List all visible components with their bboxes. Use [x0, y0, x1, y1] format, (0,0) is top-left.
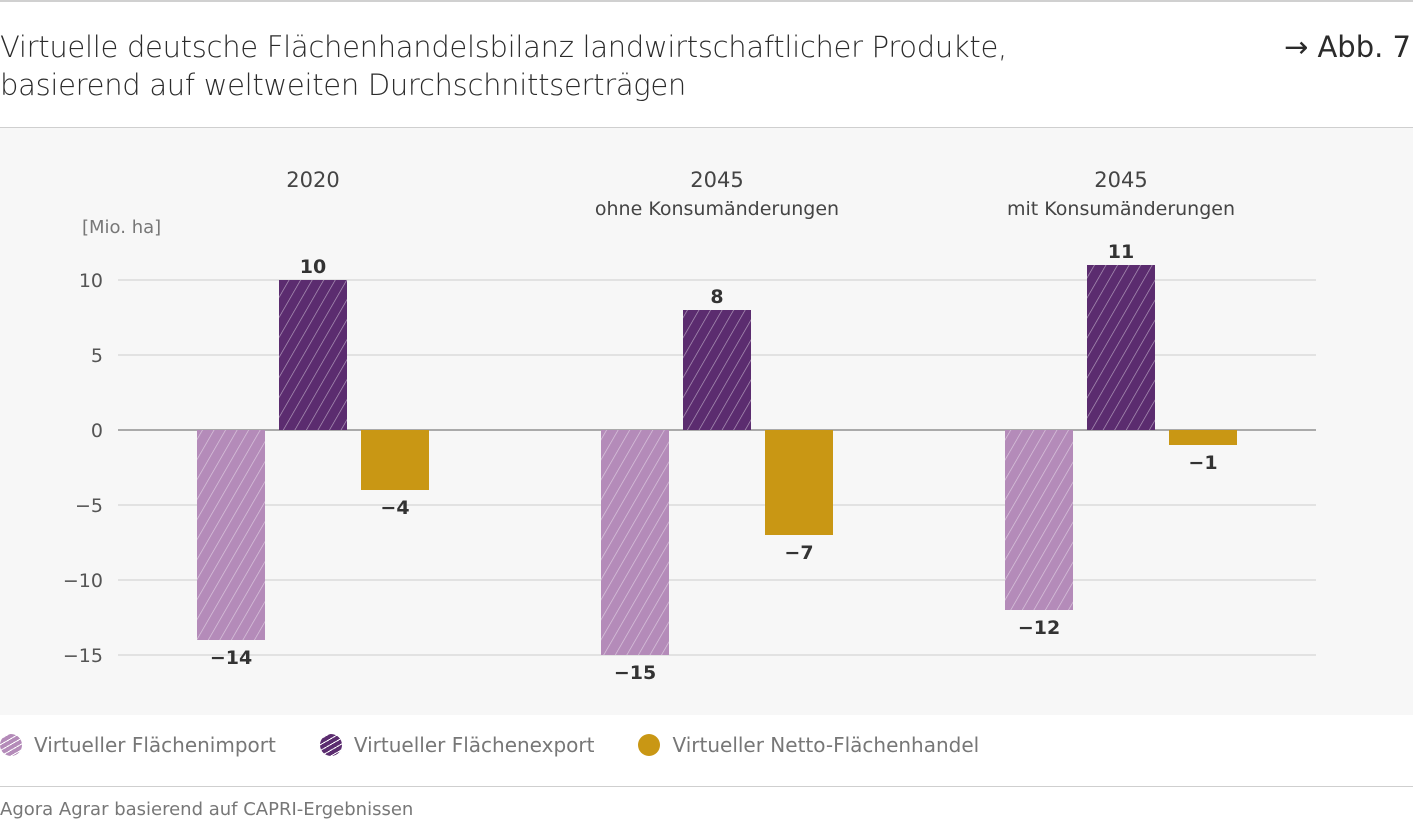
bar [601, 430, 669, 655]
bar [361, 430, 429, 490]
bar [279, 280, 347, 430]
footer-divider [0, 786, 1413, 787]
category-label: 2045 [1094, 168, 1147, 192]
legend-item-import: Virtueller Flächenimport [0, 733, 276, 757]
y-axis-label: [Mio. ha] [82, 217, 161, 238]
category-sublabel: ohne Konsumänderungen [595, 198, 839, 220]
y-tick-label: 10 [79, 270, 103, 292]
y-tick-label: 5 [91, 345, 103, 367]
title-line-2: basierend auf weltweiten Durchschnittser… [0, 68, 687, 102]
data-label: −7 [784, 542, 813, 564]
header-divider [0, 127, 1413, 128]
title-line-1: Virtuelle deutsche Flächenhandelsbilanz … [0, 30, 1007, 64]
data-label: 8 [710, 286, 723, 308]
legend-label-import: Virtueller Flächenimport [34, 733, 276, 757]
bar [1005, 430, 1073, 610]
data-label: −14 [210, 647, 252, 669]
figure-reference: → Abb. 7 [1283, 30, 1411, 64]
source-note: Agora Agrar basierend auf CAPRI-Ergebnis… [0, 799, 414, 820]
legend-item-export: Virtueller Flächenexport [319, 733, 595, 757]
bar [683, 310, 751, 430]
data-label: −12 [1018, 617, 1060, 639]
legend-swatch-import [0, 734, 22, 756]
data-label: −1 [1188, 452, 1217, 474]
data-label: 10 [300, 256, 326, 278]
bar [1087, 265, 1155, 430]
data-label: 11 [1108, 241, 1134, 263]
data-label: −15 [614, 662, 656, 684]
legend-swatch-net [638, 734, 661, 756]
y-tick-label: −10 [63, 570, 103, 592]
data-label: −4 [380, 497, 409, 519]
category-label: 2045 [690, 168, 743, 192]
bar [197, 430, 265, 640]
legend-label-net: Virtueller Netto-Flächenhandel [672, 733, 980, 757]
bar [1169, 430, 1237, 445]
legend: Virtueller Flächenimport Virtueller Fläc… [0, 733, 979, 757]
y-tick-label: −5 [75, 495, 103, 517]
legend-item-net: Virtueller Netto-Flächenhandel [638, 733, 979, 757]
y-tick-label: −15 [63, 645, 103, 667]
category-label: 2020 [286, 168, 339, 192]
bar [765, 430, 833, 535]
top-rule [0, 0, 1413, 2]
y-tick-label: 0 [91, 420, 103, 442]
legend-swatch-export [319, 734, 342, 756]
legend-label-export: Virtueller Flächenexport [353, 733, 595, 757]
chart-title: Virtuelle deutsche Flächenhandelsbilanz … [0, 28, 1007, 104]
category-sublabel: mit Konsumänderungen [1007, 198, 1235, 220]
